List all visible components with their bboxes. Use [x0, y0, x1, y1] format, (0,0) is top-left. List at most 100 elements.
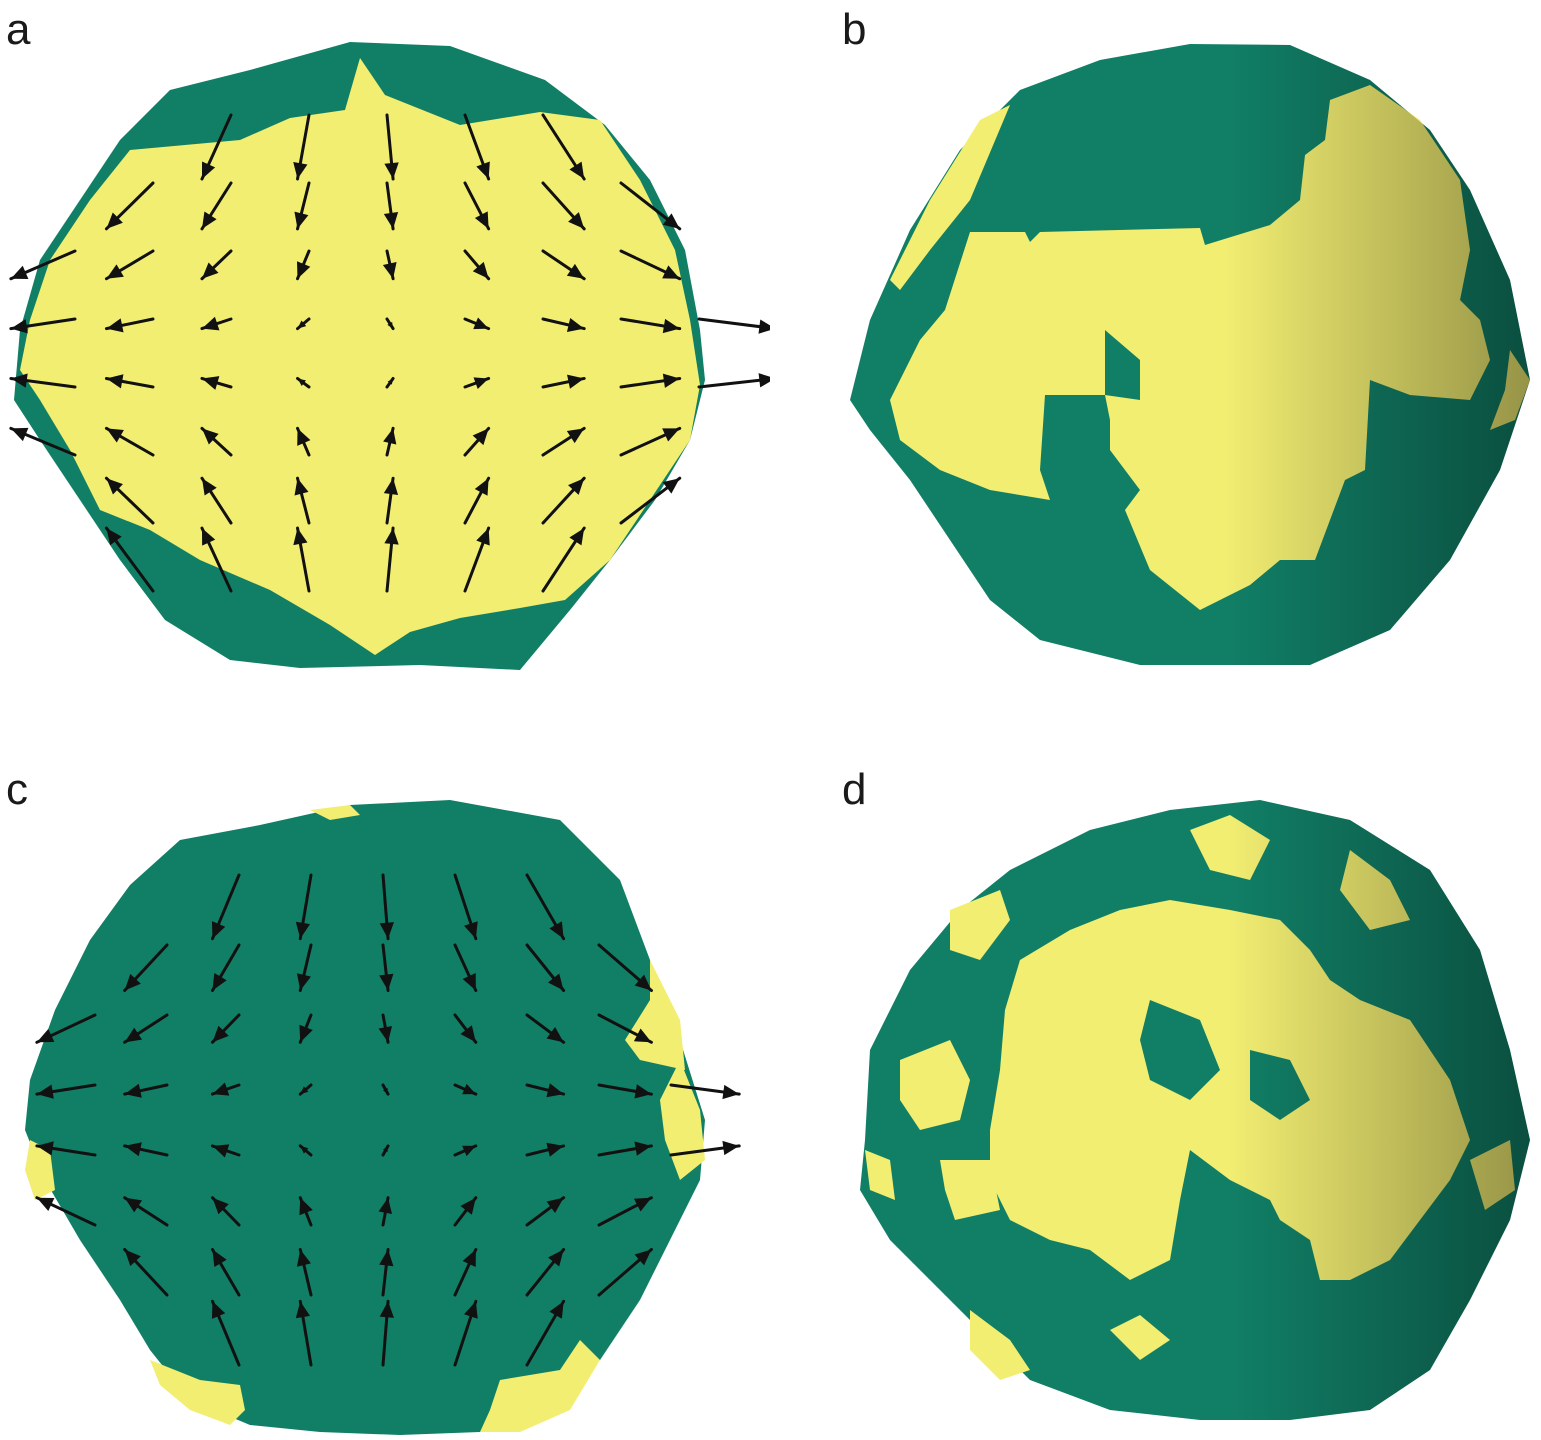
- surface-yellow-c-bottomleft: [150, 1360, 245, 1425]
- arrow-head: [460, 1197, 476, 1215]
- arrow-head: [722, 1140, 740, 1156]
- arrow-head: [464, 1301, 478, 1319]
- arrow-head: [634, 1084, 652, 1099]
- arrow-head: [382, 261, 397, 279]
- arrow-head: [547, 1249, 564, 1267]
- arrow-head: [299, 1024, 313, 1043]
- arrow-head: [294, 478, 309, 496]
- panel-label-c: c: [6, 765, 28, 814]
- flow-arrows-a: [9, 113, 770, 593]
- arrow-head: [722, 1084, 740, 1100]
- arrow-head: [387, 321, 394, 329]
- arrow-head: [546, 1083, 564, 1098]
- arrow-head: [296, 973, 311, 991]
- arrow-head: [383, 478, 399, 496]
- arrow-head: [201, 262, 219, 279]
- arrow-head: [10, 265, 29, 279]
- arrow-head: [662, 265, 680, 279]
- surface-yellow-c-top: [310, 805, 360, 820]
- arrow-head: [212, 1197, 229, 1215]
- arrow-head: [462, 1083, 476, 1095]
- cell-surface-a: [9, 42, 770, 670]
- surface-yellow-c-bottomright: [480, 1340, 600, 1432]
- arrow-head: [212, 1082, 230, 1096]
- arrow-head: [294, 211, 309, 229]
- arrow-head: [473, 317, 489, 330]
- arrow-head: [549, 921, 564, 939]
- arrow-head: [106, 528, 122, 546]
- arrow-head: [201, 528, 216, 546]
- arrow-head: [546, 1197, 564, 1214]
- arrow-head: [124, 973, 141, 991]
- arrow-head: [462, 972, 476, 991]
- arrow-head: [546, 1026, 564, 1043]
- arrow-head: [201, 376, 220, 390]
- arrow-head: [293, 528, 308, 546]
- arrow-head: [387, 378, 394, 385]
- arrow-head: [201, 316, 220, 331]
- arrow-head: [124, 1197, 143, 1213]
- arrow-head: [384, 528, 399, 545]
- surface-shade-d: [860, 800, 1530, 1420]
- arrow-head: [474, 478, 489, 496]
- surface-shade-b: [850, 44, 1530, 665]
- arrow-head: [634, 1141, 652, 1156]
- arrow-head: [383, 212, 399, 229]
- arrow-head: [201, 428, 219, 445]
- arrow-head: [460, 1025, 476, 1043]
- arrow-head: [383, 1087, 389, 1095]
- arrow-head: [566, 428, 585, 444]
- arrow-head: [662, 318, 680, 334]
- arrow-head: [569, 528, 585, 546]
- arrow-head: [378, 1026, 393, 1043]
- arrow-head: [106, 318, 124, 333]
- arrow-head: [758, 319, 770, 334]
- arrow-head: [546, 1142, 564, 1157]
- arrow-head: [568, 478, 585, 495]
- arrow-head: [295, 921, 311, 939]
- arrow-head: [566, 263, 585, 279]
- surface-yellow-c-left: [25, 1140, 55, 1200]
- arrow-head: [383, 428, 397, 445]
- arrow-head: [106, 478, 123, 495]
- arrow-head: [299, 1197, 313, 1216]
- panel-c: c: [0, 720, 770, 1440]
- surface-yellow-c-right1: [625, 960, 685, 1070]
- arrow-head: [662, 373, 680, 388]
- arrow-head: [124, 1027, 143, 1043]
- arrow-head: [36, 1141, 54, 1156]
- arrow-head: [201, 211, 217, 229]
- arrow-head: [473, 377, 489, 390]
- arrow-head: [10, 427, 29, 442]
- arrow-head: [472, 428, 489, 446]
- flow-arrows-c: [35, 873, 741, 1367]
- arrow-head: [662, 428, 680, 442]
- arrow-head: [566, 317, 585, 332]
- arrow-head: [124, 1083, 142, 1098]
- arrow-head: [379, 922, 394, 939]
- arrow-head: [211, 1301, 226, 1319]
- arrow-head: [36, 1028, 55, 1043]
- arrow-head: [212, 1249, 227, 1267]
- arrow-head: [106, 374, 124, 389]
- arrow-head: [567, 374, 585, 389]
- arrow-head: [296, 1249, 311, 1267]
- arrow-head: [634, 974, 652, 991]
- arrow-head: [633, 1028, 652, 1043]
- cell-surface-d: [860, 800, 1530, 1420]
- arrow-head: [124, 1142, 142, 1157]
- arrow-head: [472, 261, 489, 279]
- arrow-head: [379, 1301, 394, 1318]
- panel-label-b: b: [842, 5, 867, 54]
- arrow-head: [464, 921, 478, 939]
- arrow-head: [201, 161, 216, 179]
- arrow-head: [212, 1025, 229, 1043]
- surface-green-c: [25, 800, 705, 1435]
- arrow-head: [758, 373, 770, 388]
- arrow-head: [569, 161, 585, 179]
- arrow-head: [634, 1249, 652, 1266]
- panel-label-a: a: [6, 5, 31, 54]
- arrow-head: [297, 428, 311, 446]
- arrow-head: [547, 973, 564, 991]
- arrow-head: [378, 1197, 393, 1214]
